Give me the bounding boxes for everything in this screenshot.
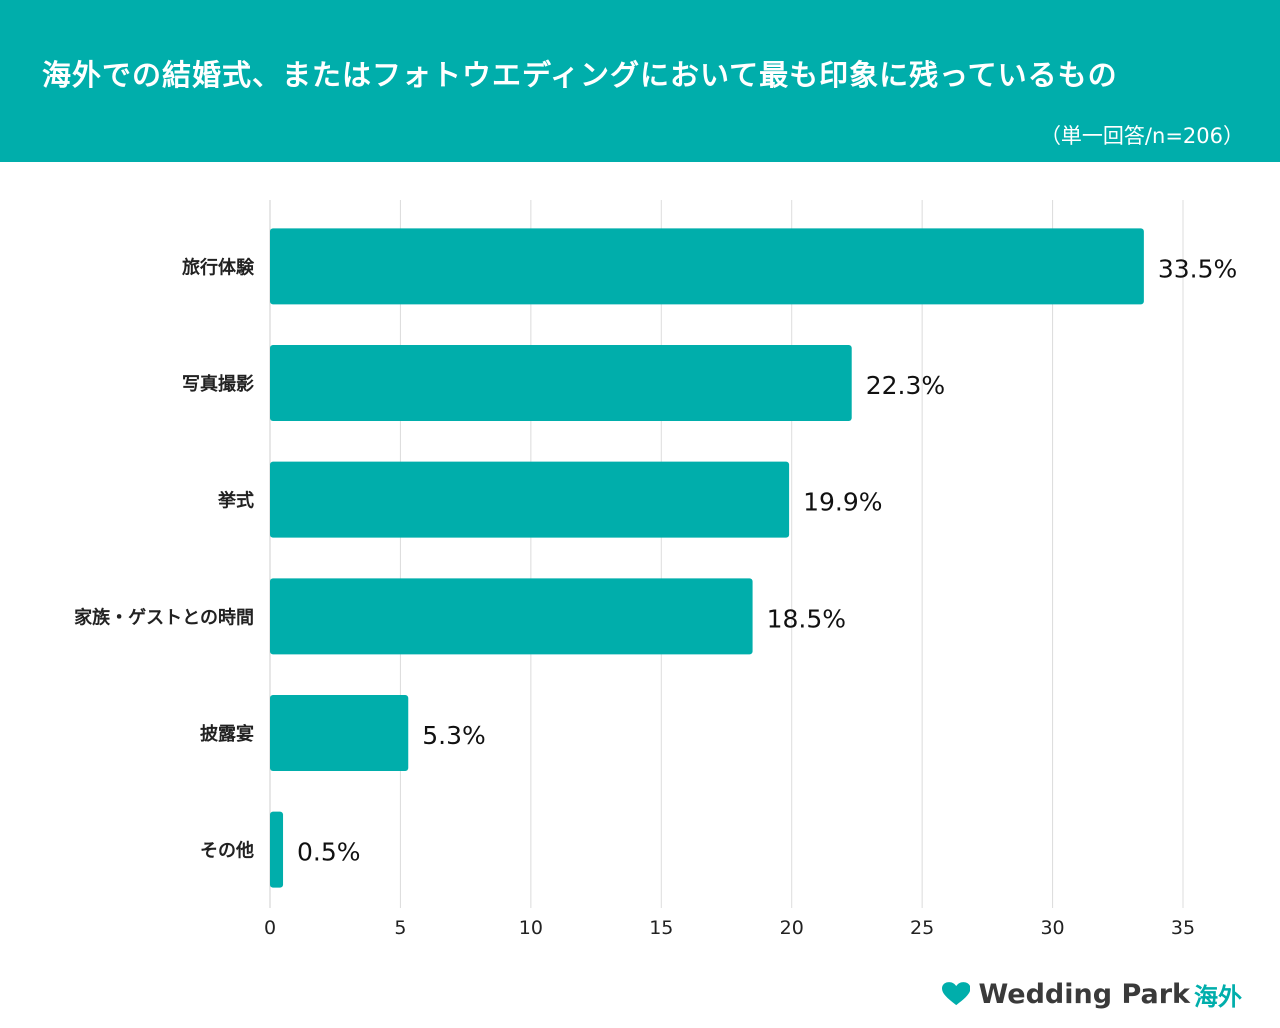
data-label: 0.5% bbox=[297, 838, 361, 867]
bar bbox=[270, 811, 284, 888]
x-tick-label: 30 bbox=[1040, 917, 1064, 939]
category-label: 披露宴 bbox=[200, 723, 254, 745]
bar bbox=[270, 578, 753, 655]
data-label: 18.5% bbox=[767, 604, 846, 633]
data-label: 5.3% bbox=[422, 721, 486, 750]
bar bbox=[270, 228, 1144, 305]
bar bbox=[270, 695, 409, 771]
data-label: 22.3% bbox=[866, 371, 945, 400]
x-tick-label: 10 bbox=[519, 917, 543, 939]
chart-header: 海外での結婚式、またはフォトウエディングにおいて最も印象に残っているもの （単一… bbox=[0, 0, 1280, 162]
x-tick-label: 15 bbox=[649, 917, 673, 939]
brand-logo: Wedding Park 海外 bbox=[942, 972, 1242, 1016]
category-label: 家族・ゲストとの時間 bbox=[74, 606, 254, 628]
category-label: 挙式 bbox=[217, 490, 254, 512]
data-label: 19.9% bbox=[803, 488, 882, 517]
chart-title: 海外での結婚式、またはフォトウエディングにおいて最も印象に残っているもの bbox=[42, 58, 1118, 92]
chart-subtitle: （単一回答/n=206） bbox=[1039, 124, 1244, 148]
x-tick-label: 20 bbox=[780, 917, 804, 939]
category-label: 写真撮影 bbox=[182, 373, 254, 395]
data-label: 33.5% bbox=[1158, 254, 1237, 283]
x-tick-label: 0 bbox=[264, 917, 276, 939]
x-tick-label: 35 bbox=[1171, 917, 1195, 939]
category-label: その他 bbox=[200, 840, 254, 862]
heart-icon bbox=[942, 982, 971, 1006]
category-label: 旅行体験 bbox=[182, 256, 255, 278]
x-tick-label: 5 bbox=[394, 917, 406, 939]
bar bbox=[270, 461, 790, 538]
bar bbox=[270, 345, 852, 421]
brand-suffix: 海外 bbox=[1194, 982, 1242, 1011]
x-tick-label: 25 bbox=[910, 917, 934, 939]
brand-name: Wedding Park bbox=[978, 978, 1190, 1010]
bar-chart: 0 5 10 15 20 25 30 35 旅行体験 33.5% 写真撮影 22.3% 挙式 19.9% 家… bbox=[74, 200, 1237, 939]
